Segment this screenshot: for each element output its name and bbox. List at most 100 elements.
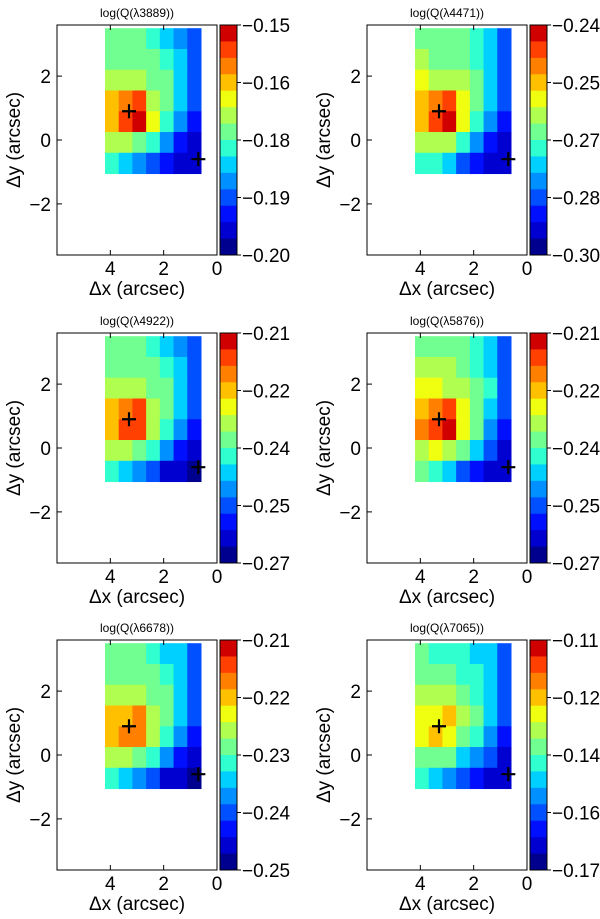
heatmap-cell (146, 643, 161, 665)
y-tick-label: 2 (40, 682, 51, 703)
heatmap-cell (497, 663, 512, 686)
heatmap-cell (187, 28, 202, 50)
heatmap-cell (497, 111, 512, 133)
heatmap-cell (132, 336, 147, 358)
heatmap-cell (483, 726, 498, 748)
colorbar-segment (530, 755, 547, 772)
colorbar-segment (220, 771, 237, 789)
heatmap-cell (428, 663, 443, 686)
heatmap-cell (415, 132, 430, 154)
colorbar-segment (530, 90, 547, 108)
heatmap-cell (428, 684, 443, 706)
heatmap-cell (118, 684, 133, 706)
colorbar-tick-label: −0.24 (552, 439, 600, 460)
heatmap-cell (105, 643, 120, 665)
colorbar-tick-label: −0.15 (242, 16, 290, 37)
colorbar-segment (530, 656, 547, 674)
heatmap-cell (428, 48, 443, 71)
colorbar-tick-label: −0.22 (242, 382, 290, 403)
heatmap-cell (497, 440, 512, 462)
heatmap-cell (118, 90, 133, 112)
colorbar-segment (530, 382, 547, 400)
cross-marker (432, 412, 446, 427)
heatmap-cell (469, 111, 485, 133)
heatmap-cell (415, 684, 430, 706)
y-tick-label: 2 (350, 67, 361, 88)
heatmap-cell (173, 48, 188, 71)
heatmap-cell (146, 28, 161, 50)
heatmap-cell (456, 48, 471, 71)
heatmap-cell (415, 356, 430, 379)
y-tick-label: 0 (40, 131, 51, 152)
heatmap-cell (428, 132, 443, 154)
colorbar-tick-label: −0.22 (242, 689, 290, 710)
y-axis-label: Δy (arcsec) (314, 400, 335, 496)
heatmap-cell (483, 90, 498, 112)
heatmap-cell (159, 747, 175, 769)
colorbar-tick-label: −0.18 (242, 131, 290, 152)
heatmap-cell (442, 663, 457, 686)
colorbar-segment (530, 431, 547, 449)
heatmap-cell (187, 726, 202, 748)
colorbar-segment (530, 222, 547, 240)
heatmap-cell (118, 419, 133, 441)
x-tick-label: 0 (522, 874, 533, 895)
heatmap-cell (132, 152, 147, 175)
heatmap-cell (187, 398, 202, 420)
heatmap-cell (146, 152, 161, 175)
heatmap-cell (415, 440, 430, 462)
heatmap-cell (456, 132, 471, 154)
heatmap-cell (456, 419, 471, 441)
colorbar-segment (530, 722, 547, 740)
heatmap-cell (159, 726, 175, 748)
colorbar-segment (530, 689, 547, 707)
colorbar-segment (220, 738, 237, 756)
heatmap-cell (146, 111, 161, 133)
x-axis-label: Δx (arcsec) (399, 587, 495, 608)
y-tick-label: −2 (339, 810, 361, 831)
y-axis-label: Δy (arcsec) (4, 400, 25, 496)
heatmap-cell (497, 336, 512, 358)
colorbar-tick-label: −0.21 (552, 324, 600, 345)
heatmap-cell (105, 440, 120, 462)
heatmap-cell (442, 643, 457, 665)
heatmap-cell (118, 152, 133, 175)
colorbar-segment (220, 546, 237, 564)
heatmap-cell (483, 69, 498, 91)
heatmap-cell (159, 398, 175, 420)
panel-2: 4 2 0 2 0 −2 log(Q(λ4471)) Δx (arcsec) Δy (arcse… (314, 6, 600, 300)
heatmap-cell (132, 48, 147, 71)
heatmap-cell (483, 398, 498, 420)
colorbar-tick-label: −0.16 (242, 74, 290, 95)
heatmap-cell (456, 684, 471, 706)
panel-6: 4 2 0 2 0 −2 log(Q(λ7065)) Δx (arcsec) Δy (arcse… (314, 621, 600, 915)
heatmap-cell (415, 152, 430, 175)
colorbar-segment (220, 755, 237, 772)
colorbar-tick-label: −0.21 (242, 631, 290, 652)
heatmap-cell (146, 419, 161, 441)
y-tick-label: −2 (29, 810, 51, 831)
heatmap-cell (118, 726, 133, 748)
colorbar-segment (530, 497, 547, 515)
heatmap-cell (456, 643, 471, 665)
heatmap-cell (415, 336, 430, 358)
heatmap-cell (428, 643, 443, 665)
colorbar-segment (530, 107, 547, 125)
colorbar-segment (530, 238, 547, 256)
cross-marker (432, 104, 446, 119)
heatmap-cell (456, 747, 471, 769)
heatmap-cell (469, 152, 485, 175)
panel-title: log(Q(λ4922)) (100, 314, 174, 328)
colorbar-segment (220, 90, 237, 108)
heatmap-cell (483, 419, 498, 441)
heatmap-cell (105, 767, 120, 790)
heatmap-cell (105, 377, 120, 399)
heatmap-cell (456, 152, 471, 175)
cross-marker (501, 767, 516, 782)
heatmap-cell (146, 132, 161, 154)
heatmap-cell (428, 747, 443, 769)
colorbar-segment (530, 123, 547, 141)
heatmap-cell (483, 747, 498, 769)
heatmap-cell (469, 398, 485, 420)
heatmap-cell (173, 111, 188, 133)
